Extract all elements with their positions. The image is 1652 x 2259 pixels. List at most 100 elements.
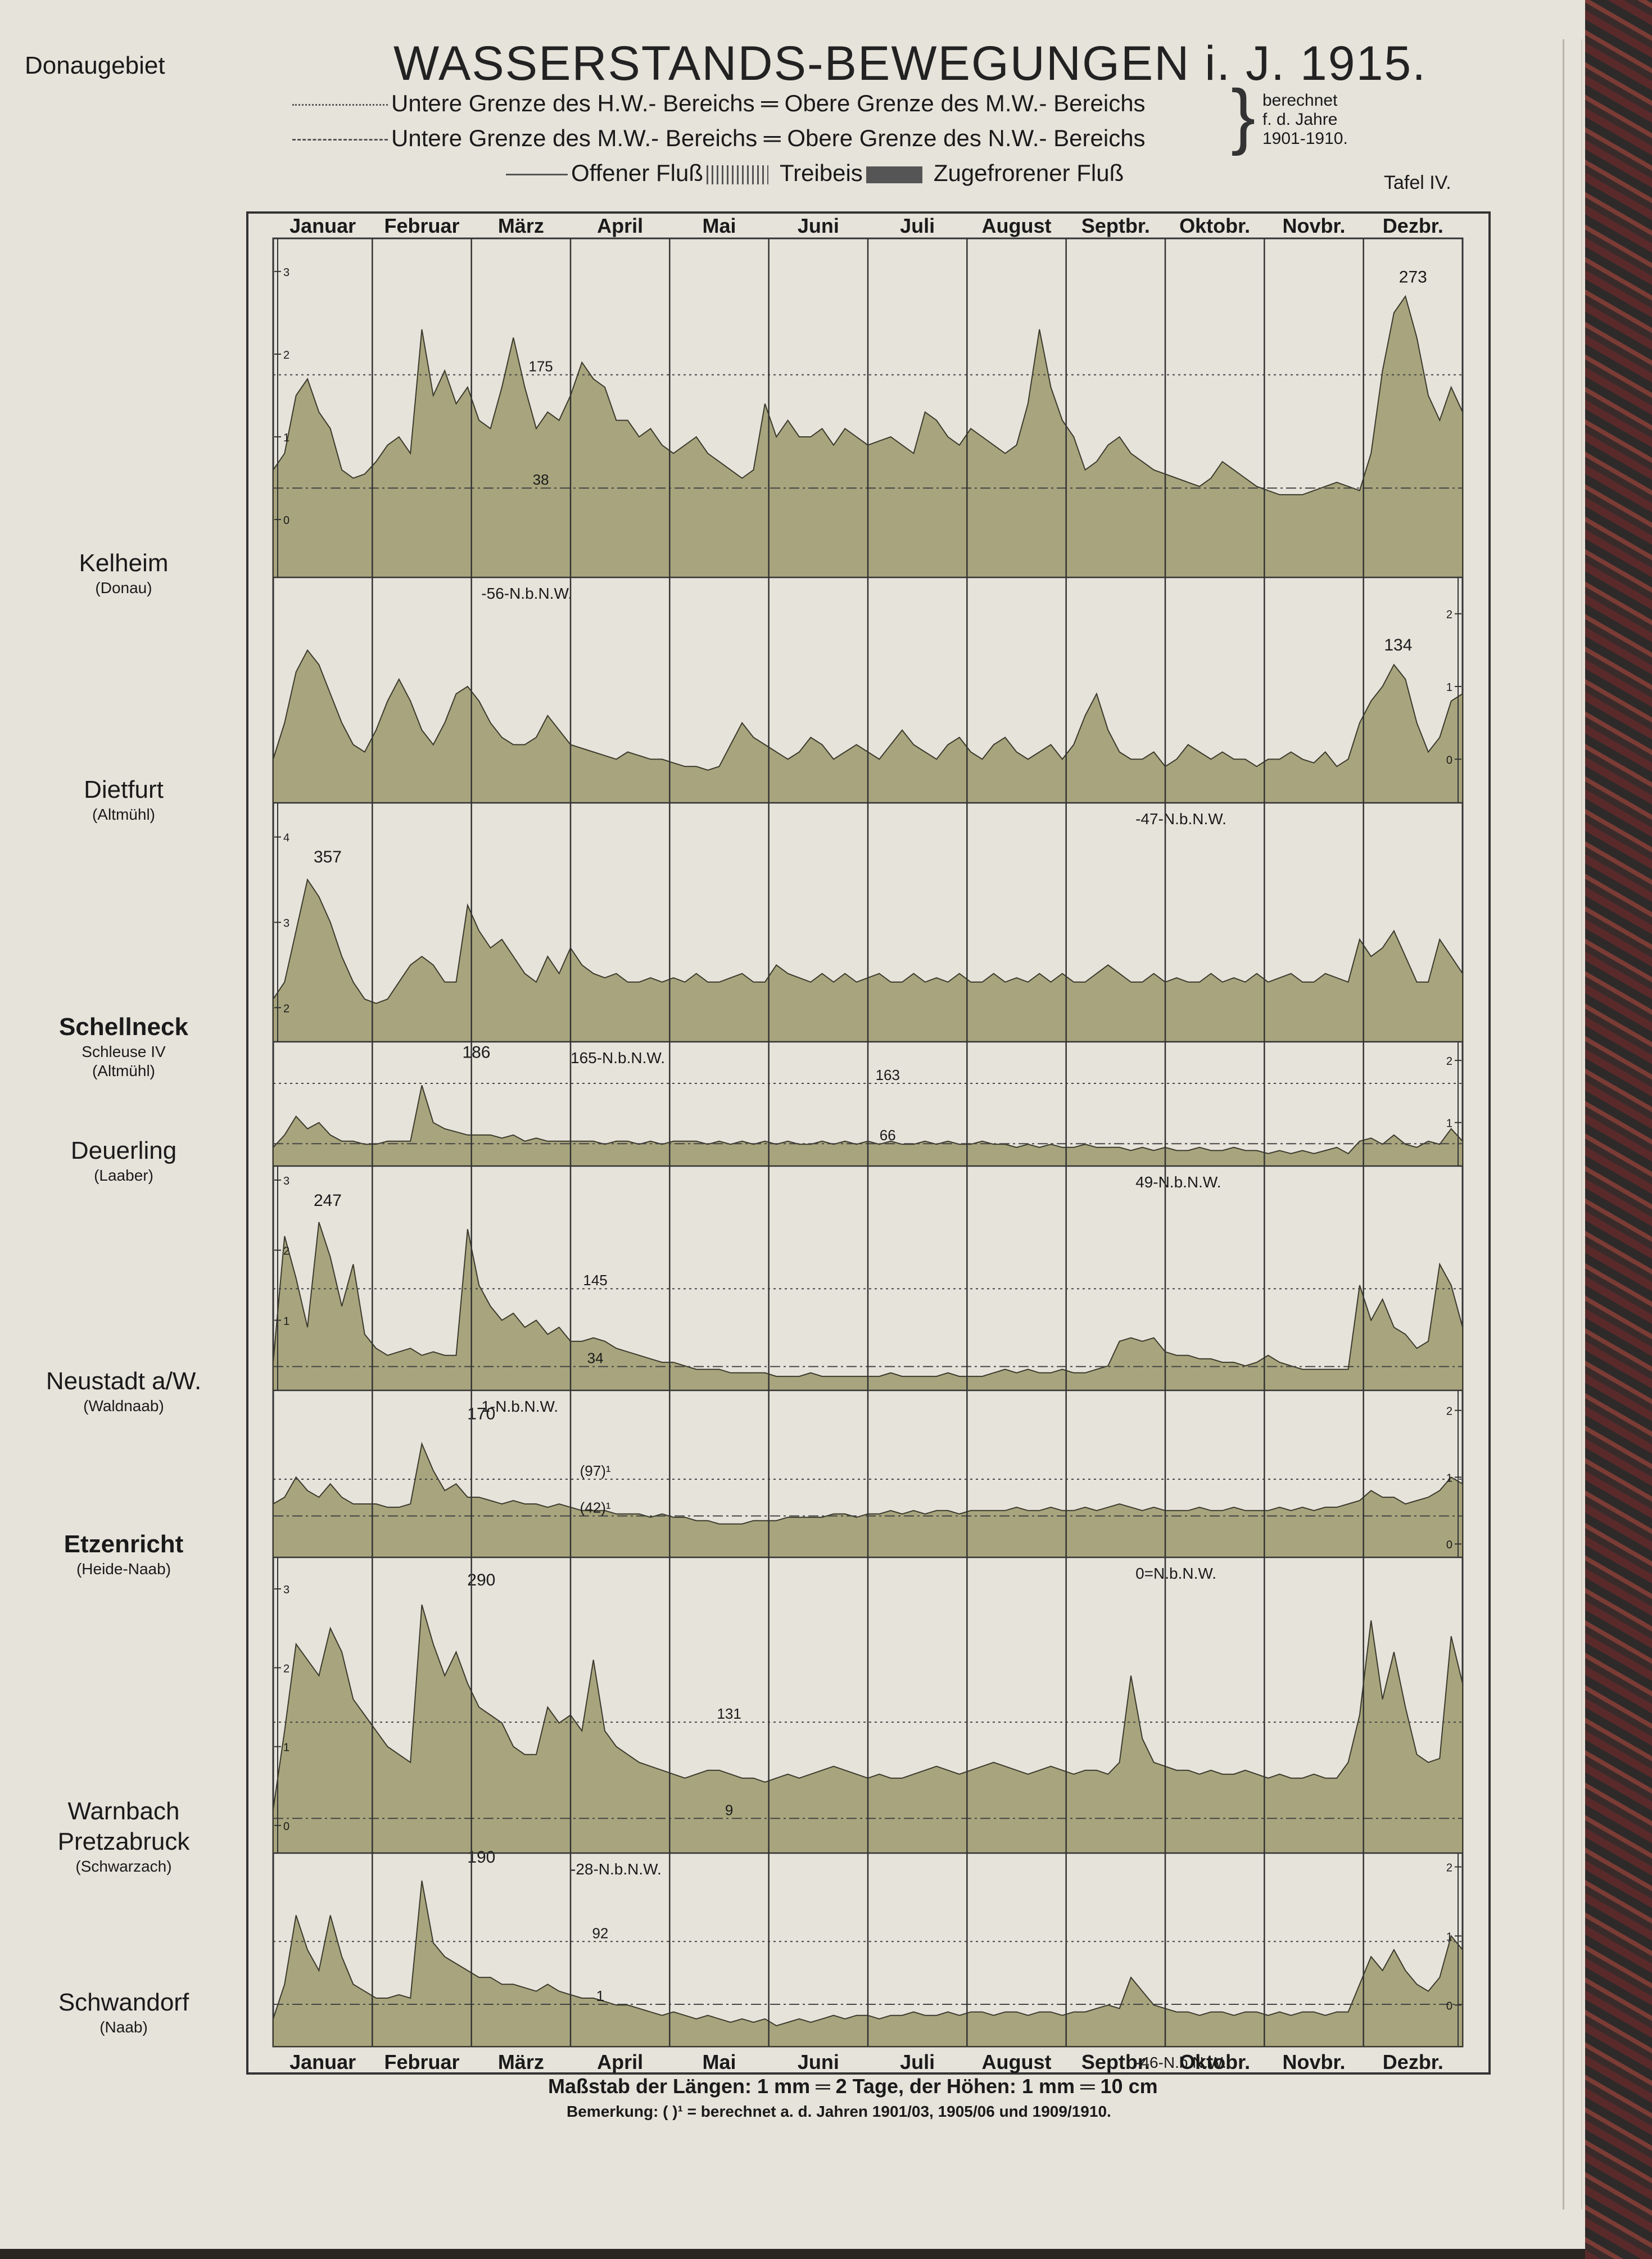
axis-tick-label-0-0: 0 — [283, 514, 289, 527]
axis-tick-label-2-0: 2 — [283, 1002, 289, 1015]
nnw-label-4: 1-N.b.N.W. — [481, 1398, 558, 1415]
station-river: (Heide-Naab) — [76, 1560, 171, 1578]
hatch-icon — [706, 165, 768, 184]
legend-ice: Offener Fluß Treibeis Zugefrorener Fluß — [506, 160, 1124, 187]
axis-tick-label-1-1: 1 — [1446, 681, 1452, 694]
month-label-top-7: August — [982, 214, 1052, 237]
nnw-label-6: -28-N.b.N.W. — [571, 1860, 662, 1878]
legend-hw-text: Untere Grenze des H.W.- Bereichs ═ Obere… — [391, 90, 1146, 116]
month-label-bottom-10: Novbr. — [1282, 2050, 1345, 2073]
hw-label-0: 175 — [528, 358, 553, 375]
axis-tick-label-4-1: 2 — [283, 1245, 289, 1258]
nnw-label-7: -46-N.b.N.W. — [1135, 2054, 1226, 2071]
station-river: (Donau) — [95, 579, 152, 597]
legend-mw: Untere Grenze des M.W.- Bereichs ═ Obere… — [292, 125, 1146, 152]
station-name: Kelheim — [79, 549, 169, 577]
axis-tick-label-3-0: 1 — [1446, 1118, 1452, 1130]
month-label-bottom-1: Februar — [384, 2050, 459, 2073]
hw-label-5: (97)¹ — [580, 1462, 611, 1479]
station-river: (Schwarzach) — [75, 1858, 172, 1875]
axis-tick-label-6-1: 1 — [283, 1742, 289, 1754]
axis-tick-label-5-2: 2 — [1446, 1406, 1452, 1418]
mw-label-3: 66 — [880, 1127, 896, 1144]
peak-label-0-0: 273 — [1399, 268, 1427, 287]
axis-tick-label-7-2: 2 — [1446, 1862, 1452, 1874]
hw-label-7: 92 — [592, 1924, 608, 1941]
station-name: Etzenricht — [64, 1530, 184, 1558]
month-label-top-6: Juli — [900, 214, 935, 237]
station-name: Dietfurt — [84, 776, 164, 803]
page: Donaugebiet WASSERSTANDS-BEWEGUNGEN i. J… — [0, 0, 1585, 2249]
month-label-bottom-0: Januar — [289, 2050, 356, 2073]
peak-label-1-0: 134 — [1384, 636, 1412, 654]
mw-label-5: (42)¹ — [580, 1499, 611, 1516]
peak-label-4-0: 247 — [314, 1191, 342, 1210]
month-label-bottom-7: August — [982, 2050, 1052, 2073]
station-label-2: Schellneck Schleuse IV (Altmühl) — [11, 1012, 236, 1081]
month-label-bottom-2: März — [498, 2050, 544, 2073]
month-label-top-1: Februar — [384, 214, 459, 237]
station-name-2: Pretzabruck — [57, 1828, 190, 1855]
nnw-label-2: 165-N.b.N.W. — [571, 1049, 665, 1067]
axis-tick-label-5-1: 1 — [1446, 1472, 1452, 1484]
axis-tick-label-0-1: 1 — [283, 432, 289, 444]
axis-tick-label-4-0: 1 — [283, 1315, 289, 1327]
nnw-label-0: -56-N.b.N.W. — [481, 585, 572, 602]
month-label-bottom-8: Septbr. — [1081, 2050, 1150, 2073]
station-river: (Waldnaab) — [83, 1397, 164, 1415]
month-label-top-9: Oktobr. — [1179, 214, 1250, 237]
remark-note: Bemerkung: ( )¹ = berechnet a. d. Jahren… — [567, 2103, 1111, 2120]
legend-mw-text: Untere Grenze des M.W.- Bereichs ═ Obere… — [391, 125, 1146, 151]
station-label-5: Etzenricht (Heide-Naab) — [11, 1529, 236, 1579]
hydrograph-chart: 17538273-56-N.b.N.W.0123134-47-N.b.N.W.0… — [246, 211, 1491, 2075]
nnw-label-5: 0=N.b.N.W. — [1135, 1565, 1216, 1582]
axis-tick-label-6-2: 2 — [283, 1662, 289, 1675]
dotted-line-icon — [292, 104, 388, 106]
station-name: Schellneck — [59, 1013, 188, 1041]
axis-tick-label-0-3: 3 — [283, 266, 289, 279]
station-label-1: Dietfurt (Altmühl) — [11, 775, 236, 824]
axis-tick-label-2-1: 3 — [283, 918, 289, 930]
station-river: (Altmühl) — [92, 806, 155, 823]
month-label-bottom-3: April — [597, 2050, 643, 2073]
month-label-bottom-9: Oktobr. — [1179, 2050, 1250, 2073]
book-binding — [1585, 0, 1652, 2259]
chart-frame — [246, 211, 1491, 2075]
solid-line-icon — [506, 174, 568, 176]
station-label-3: Deuerling (Laaber) — [11, 1136, 236, 1185]
nnw-label-1: -47-N.b.N.W. — [1135, 810, 1226, 828]
month-label-top-2: März — [498, 214, 544, 237]
station-river: (Naab) — [99, 2018, 148, 2036]
station-name: Deuerling — [70, 1137, 177, 1164]
axis-tick-label-6-3: 3 — [283, 1584, 289, 1596]
station-name: Neustadt a/W. — [46, 1367, 202, 1395]
month-label-top-11: Dezbr. — [1383, 214, 1443, 237]
station-label-7: Schwandorf (Naab) — [11, 1987, 236, 2037]
dashdot-line-icon — [292, 139, 388, 141]
station-river-2: (Altmühl) — [92, 1062, 155, 1079]
station-river: Schleuse IV — [82, 1043, 166, 1060]
mw-label-6: 9 — [725, 1801, 733, 1818]
hw-label-3: 163 — [876, 1067, 900, 1083]
legend-frozen: Zugefrorener Fluß — [933, 160, 1124, 186]
computed-note: berechnet f. d. Jahre 1901-1910. — [1262, 91, 1348, 148]
axis-tick-label-2-2: 4 — [283, 832, 289, 844]
mw-label-7: 1 — [596, 1987, 604, 2004]
page-edge — [1563, 39, 1582, 2210]
axis-tick-label-1-2: 2 — [1446, 609, 1452, 621]
peak-label-3-0: 186 — [462, 1043, 490, 1062]
month-label-bottom-11: Dezbr. — [1383, 2050, 1443, 2073]
month-label-top-3: April — [597, 214, 643, 237]
axis-tick-label-7-0: 0 — [1446, 2000, 1452, 2012]
axis-tick-label-5-0: 0 — [1446, 1539, 1452, 1551]
axis-tick-label-0-2: 2 — [283, 349, 289, 362]
month-label-bottom-4: Mai — [702, 2050, 736, 2073]
station-name: Warnbach — [67, 1797, 180, 1825]
mw-label-4: 34 — [587, 1350, 604, 1367]
page-title: WASSERSTANDS-BEWEGUNGEN i. J. 1915. — [393, 37, 1427, 91]
station-name: Schwandorf — [58, 1989, 189, 2016]
legend-open-river: Offener Fluß — [571, 160, 703, 186]
frozen-swatch-icon — [866, 166, 922, 183]
brace-icon: } — [1231, 74, 1256, 156]
region-label: Donaugebiet — [25, 52, 165, 79]
